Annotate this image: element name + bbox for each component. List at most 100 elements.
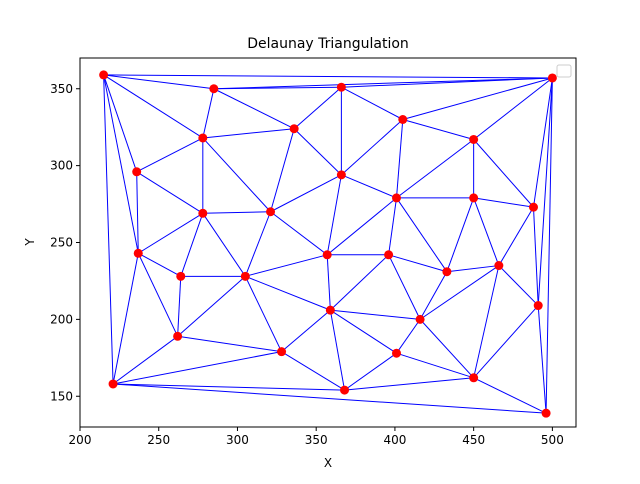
triangulation-edge: [344, 377, 474, 391]
data-point: [99, 70, 109, 80]
triangulation-edge: [473, 305, 539, 379]
data-point: [322, 250, 332, 260]
triangulation-edge: [446, 265, 499, 273]
triangulation-edge: [245, 254, 328, 277]
triangulation-edge: [473, 197, 500, 266]
triangulation-edge: [244, 211, 271, 277]
triangulation-edge: [281, 351, 345, 391]
triangulation-edge: [537, 305, 547, 414]
triangulation-edge: [136, 171, 139, 254]
data-point: [392, 348, 401, 358]
data-point: [173, 331, 183, 341]
triangulation-edge: [545, 77, 553, 414]
triangulation-edge: [202, 213, 246, 277]
triangulation-edge: [330, 309, 421, 320]
triangulation-edge: [270, 128, 295, 212]
triangulation-edge: [137, 212, 204, 254]
x-tick-label: 300: [226, 433, 249, 447]
chart-title: Delaunay Triangulation: [247, 36, 409, 52]
triangulation-edge: [341, 86, 404, 120]
triangulation-edge: [103, 74, 139, 254]
data-point: [384, 250, 394, 260]
triangulation-edge: [330, 309, 397, 354]
triangulation-edge: [213, 77, 553, 90]
triangulation-edge: [473, 265, 500, 378]
triangulation-edge: [396, 197, 448, 272]
triangulation-edge: [388, 197, 397, 255]
triangulation-edge: [293, 86, 342, 130]
triangulation-edge: [112, 335, 178, 385]
x-tick-label: 200: [69, 433, 92, 447]
triangulation-edge: [213, 86, 342, 90]
data-point: [240, 271, 250, 281]
data-point: [528, 202, 538, 212]
x-axis-label: X: [324, 456, 332, 470]
triangulation-edge: [341, 174, 397, 199]
data-point: [133, 248, 143, 258]
triangulation-edge: [446, 197, 475, 272]
data-point: [469, 134, 479, 144]
data-point: [277, 347, 287, 357]
triangulation-edge: [202, 137, 271, 213]
data-point: [108, 379, 118, 389]
triangulation-edge: [177, 275, 246, 337]
triangulation-edge: [326, 174, 342, 255]
triangulation-edge: [341, 119, 404, 176]
y-tick-label: 200: [50, 312, 73, 326]
triangulation-edge: [419, 265, 500, 320]
triangulation-edge: [473, 197, 534, 208]
y-tick-label: 350: [50, 82, 73, 96]
triangulation-edge: [532, 207, 539, 306]
data-point: [325, 305, 335, 315]
data-point: [533, 301, 543, 311]
points-layer: [99, 70, 557, 418]
triangulation-edge: [537, 77, 553, 306]
triangulation-edge: [202, 128, 295, 139]
triangulation-edge: [293, 128, 342, 176]
triangulation-edge: [103, 74, 114, 384]
triangulation-edge: [202, 88, 215, 139]
x-tick-label: 500: [541, 433, 564, 447]
data-point: [198, 133, 208, 143]
triangulation-edge: [213, 88, 295, 130]
data-point: [336, 82, 346, 92]
triangulation-edge: [326, 254, 331, 311]
data-point: [442, 267, 452, 277]
x-tick-label: 450: [462, 433, 485, 447]
triangulation-edge: [180, 213, 204, 277]
triangulation-edge: [498, 206, 534, 266]
x-tick-label: 350: [305, 433, 328, 447]
triangulation-edge: [498, 265, 539, 306]
data-point: [469, 193, 479, 203]
triangulation-edge: [137, 253, 179, 337]
triangulation-edge: [244, 276, 283, 352]
triangulation-edge: [473, 377, 547, 414]
data-point: [415, 314, 425, 324]
triangulation-edge: [112, 253, 139, 385]
triangulation-edge: [138, 252, 182, 277]
triangulation-edge: [103, 74, 553, 79]
triangulation-edge: [177, 276, 182, 337]
triangulation-edge: [270, 211, 328, 256]
data-point: [289, 124, 299, 134]
data-point: [398, 115, 408, 124]
triangulation-edge: [112, 351, 282, 385]
triangulation-edge: [103, 74, 138, 172]
triangulation-edge: [326, 197, 397, 256]
data-point: [469, 373, 479, 383]
x-tick-label: 250: [147, 433, 170, 447]
legend-box: [556, 64, 572, 78]
triangulation-edge: [330, 254, 389, 311]
x-axis-ticks: 200 250 300 350 400 450 500: [69, 427, 564, 447]
data-point: [176, 271, 186, 281]
triangulation-edge: [281, 309, 331, 353]
triangulation-edge: [245, 275, 331, 311]
triangulation-edge: [419, 271, 448, 320]
triangulation-edge: [344, 352, 397, 391]
triangulation-edge: [396, 119, 404, 198]
triangulation-edge: [329, 310, 346, 391]
data-point: [266, 207, 276, 217]
triangulation-edge: [103, 74, 214, 90]
